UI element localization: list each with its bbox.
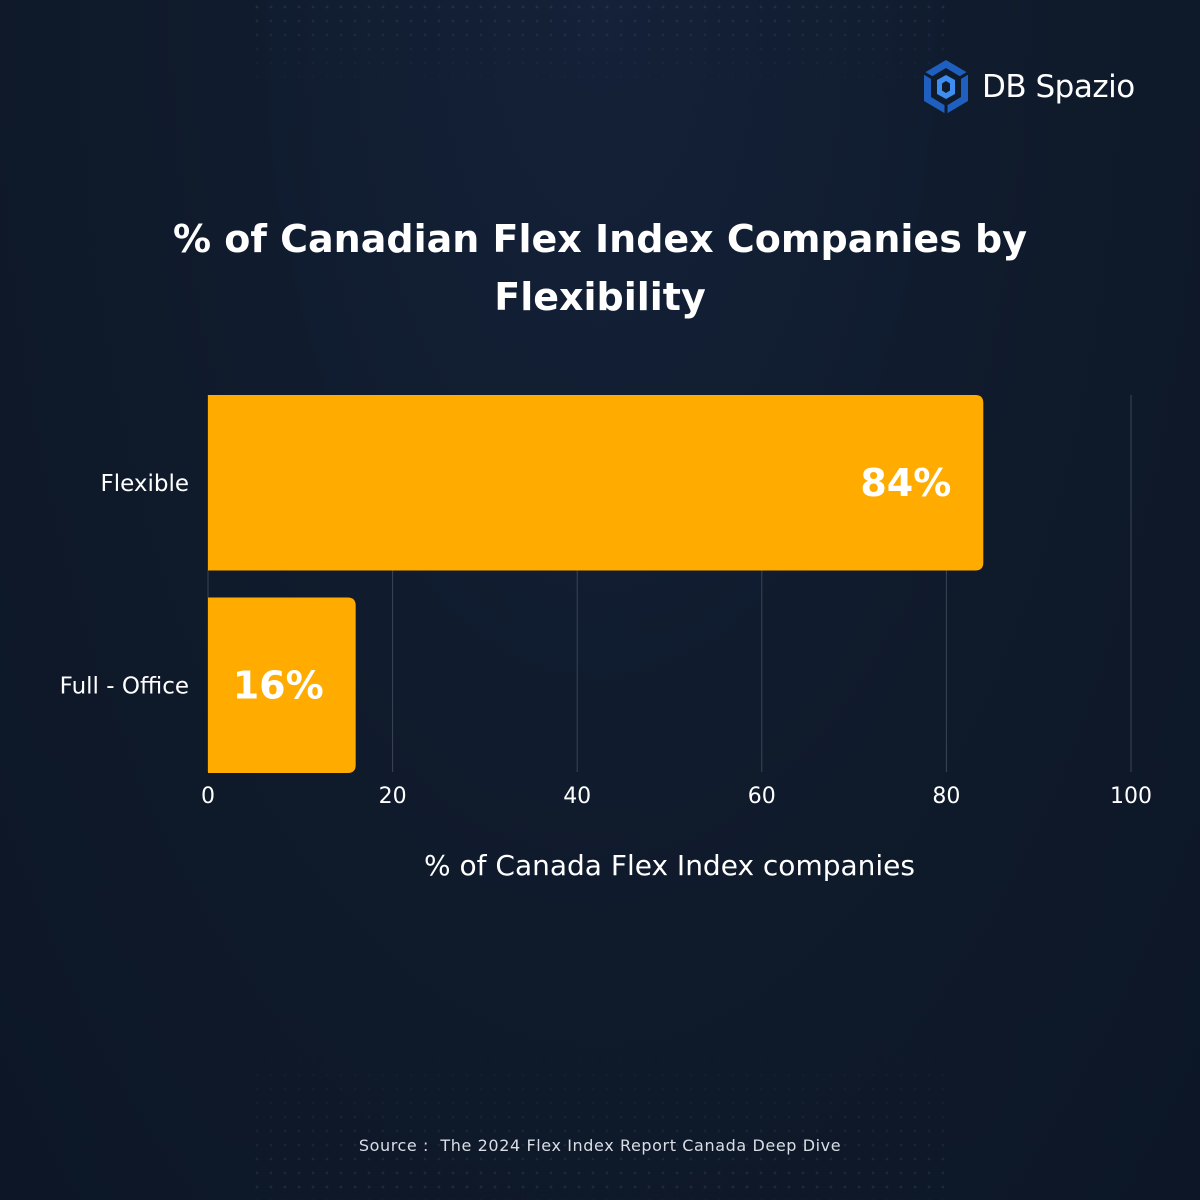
x-tick-label: 100 [1110, 784, 1152, 809]
chart-title-line-2: Flexibility [494, 275, 706, 319]
db-spazio-logo-icon [923, 60, 969, 114]
decorative-dot-pattern-bottom [250, 1040, 950, 1200]
source-citation: Source : The 2024 Flex Index Report Cana… [358, 1136, 842, 1155]
category-label: Full - Office [60, 673, 189, 699]
decorative-dot-pattern-top [250, 0, 950, 95]
chart-title: % of Canadian Flex Index Companies by Fl… [100, 210, 1100, 326]
bar-full-office [208, 597, 356, 773]
category-label: Flexible [100, 471, 189, 497]
data-label: 16% [233, 663, 324, 707]
x-tick-label: 60 [748, 784, 776, 809]
x-tick-label: 0 [201, 784, 215, 809]
brand-logo: DB Spazio [920, 58, 1135, 116]
x-tick-label: 80 [932, 784, 960, 809]
chart-title-line-1: % of Canadian Flex Index Companies by [172, 217, 1028, 261]
x-axis-title: % of Canada Flex Index companies [424, 849, 915, 882]
data-label: 84% [860, 461, 951, 505]
x-tick-label: 40 [563, 784, 591, 809]
brand-name: DB Spazio [982, 69, 1135, 105]
x-tick-label: 20 [379, 784, 407, 809]
bar-flexible [208, 395, 984, 571]
